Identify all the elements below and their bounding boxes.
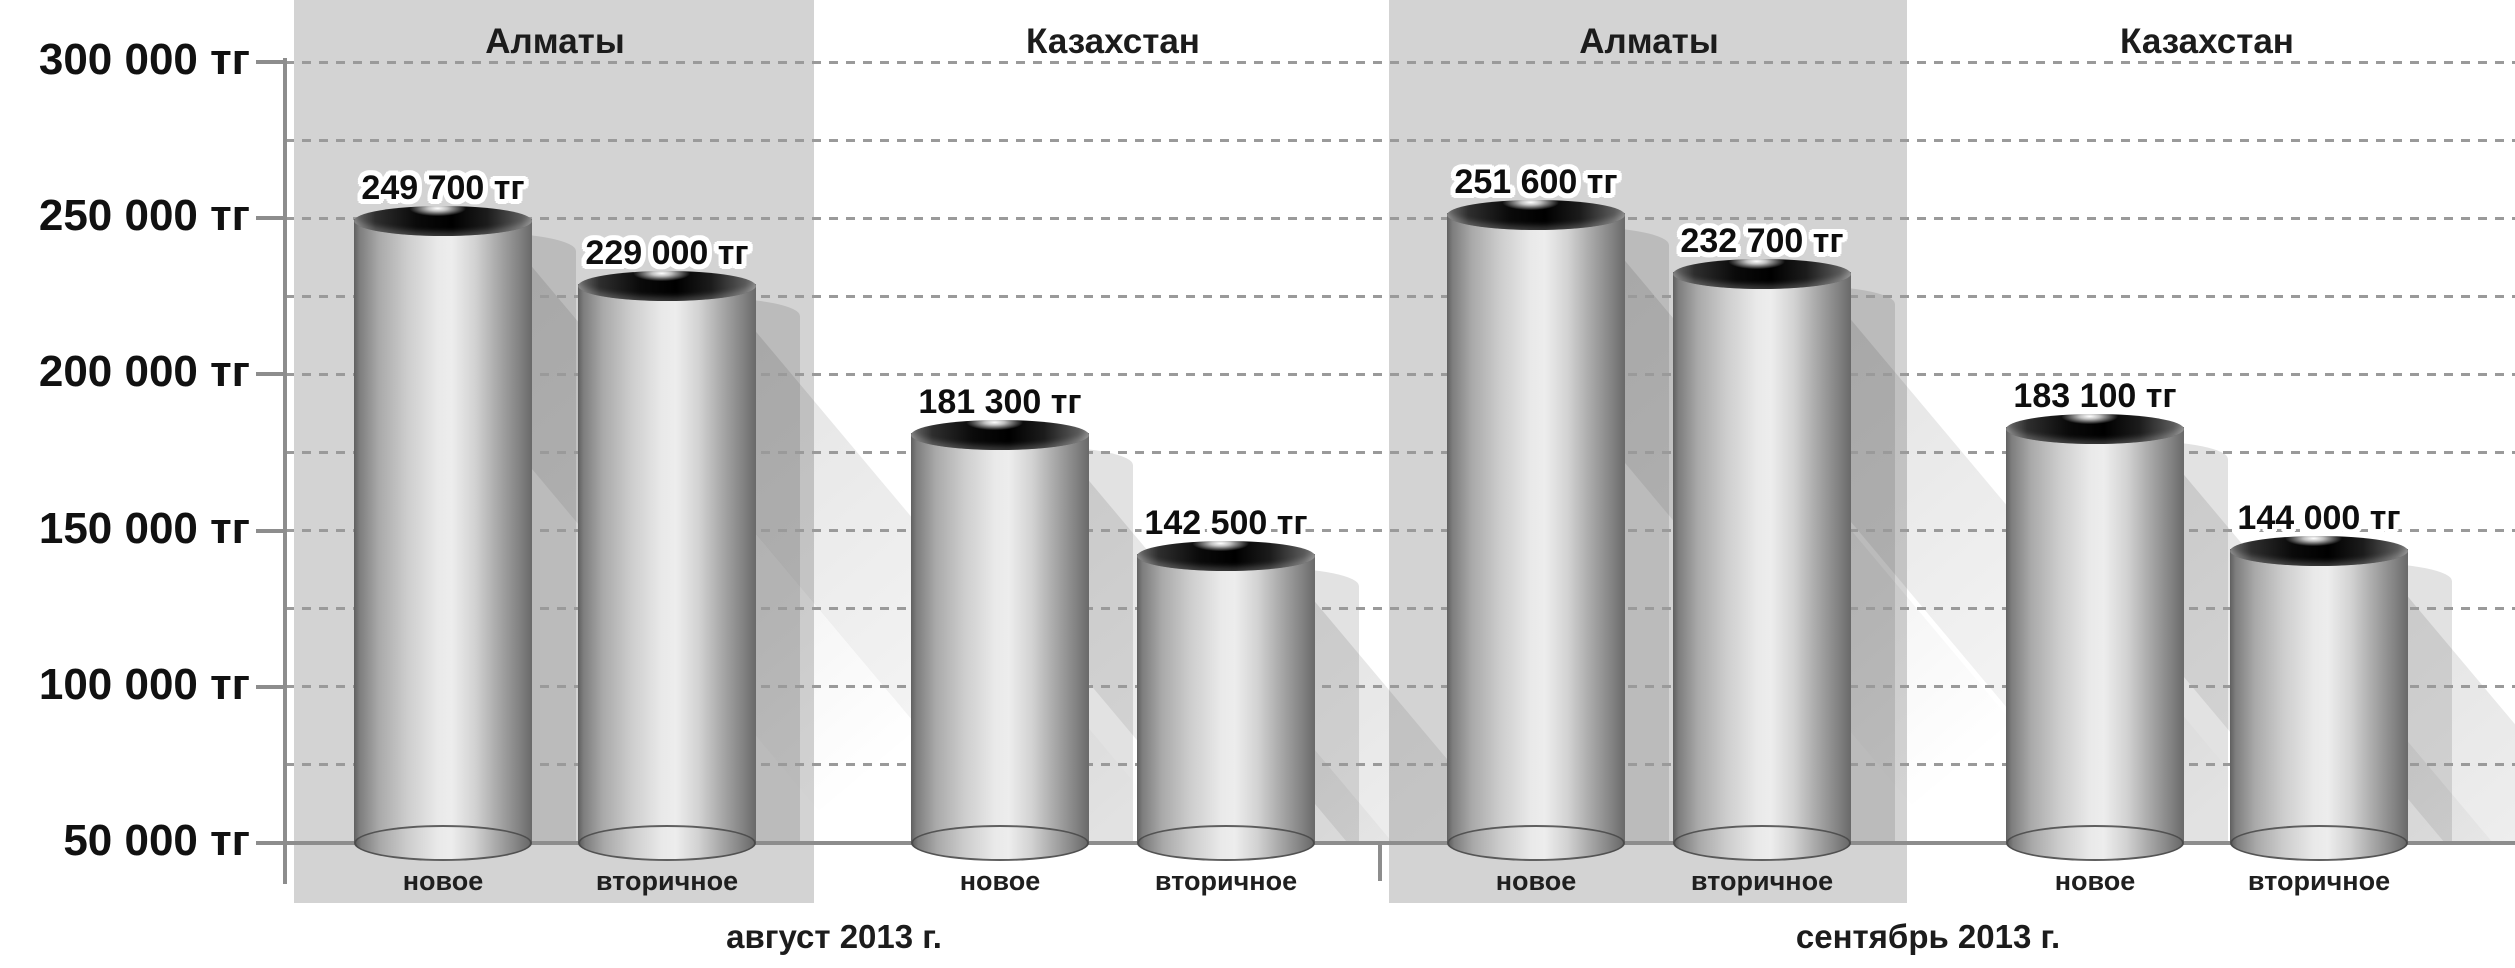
bar-cylinder-bottom-cap bbox=[2006, 825, 2184, 861]
bar-value-label: 251 600 тг bbox=[1454, 163, 1618, 202]
gridline bbox=[285, 372, 2515, 376]
gridline bbox=[285, 529, 2515, 533]
bar-cylinder-top-cap bbox=[1673, 259, 1851, 290]
gridline bbox=[285, 294, 2515, 298]
bar-cylinder-top-cap bbox=[354, 206, 532, 237]
bar-cylinder-top-cap bbox=[1137, 541, 1315, 572]
bar-cylinder-body bbox=[578, 283, 756, 843]
bar-category-label: новое bbox=[2054, 866, 2136, 896]
y-axis-label: 250 000 тг bbox=[38, 191, 250, 241]
subgroup-header: Алматы bbox=[485, 22, 625, 61]
y-axis-tick bbox=[256, 216, 286, 221]
month-divider-tick bbox=[1378, 843, 1382, 881]
bar-cylinder-body bbox=[911, 432, 1089, 843]
y-axis-line bbox=[283, 58, 287, 884]
gridline bbox=[285, 685, 2515, 689]
y-axis-tick bbox=[256, 528, 286, 533]
y-axis-label: 300 000 тг bbox=[38, 35, 250, 84]
bar-category-label: вторичное bbox=[2247, 866, 2391, 896]
y-axis-label: 150 000 тг bbox=[38, 503, 250, 553]
bar-cylinder-bottom-cap bbox=[1673, 825, 1851, 861]
bar-category-label: новое bbox=[959, 866, 1041, 896]
bar-cylinder-bottom-cap bbox=[578, 825, 756, 861]
gridline bbox=[285, 451, 2515, 454]
bar-category-label: вторичное bbox=[1154, 866, 1298, 896]
y-axis-tick bbox=[256, 60, 286, 64]
y-axis-tick bbox=[256, 372, 286, 377]
gridline bbox=[285, 763, 2515, 767]
y-axis-tick bbox=[256, 684, 286, 689]
x-axis-baseline bbox=[256, 841, 2515, 845]
bar-cylinder-top-cap bbox=[578, 270, 756, 301]
y-axis-label: 50 000 тг bbox=[63, 816, 250, 865]
gridline bbox=[285, 60, 2515, 64]
gridline bbox=[285, 138, 2515, 142]
bar-value-label: 142 500 тг bbox=[1144, 504, 1308, 543]
bar-cylinder-bottom-cap bbox=[911, 825, 1089, 861]
bar-cylinder-body bbox=[1137, 554, 1315, 843]
bar-cylinder-top-cap bbox=[1447, 200, 1625, 231]
bar-category-label: новое bbox=[402, 866, 484, 896]
bar-cylinder-body bbox=[2230, 549, 2408, 843]
y-axis-label: 100 000 тг bbox=[38, 659, 250, 709]
bar-value-label: 183 100 тг bbox=[2013, 377, 2177, 416]
bar-cylinder-top-cap bbox=[2006, 414, 2184, 445]
bar-value-label: 144 000 тг bbox=[2237, 499, 2401, 538]
y-axis-label: 200 000 тг bbox=[38, 347, 250, 397]
bar-cylinder-top-cap bbox=[2230, 536, 2408, 567]
bar-cylinder-body bbox=[354, 219, 532, 843]
gridline bbox=[285, 216, 2515, 220]
subgroup-header: Казахстан bbox=[2120, 22, 2294, 61]
bar-value-label: 181 300 тг bbox=[918, 382, 1082, 421]
bar-category-label: новое bbox=[1495, 866, 1577, 896]
bar-category-label: вторичное bbox=[595, 866, 739, 896]
month-label: август 2013 г. bbox=[726, 918, 942, 955]
bar-cylinder-top-cap bbox=[911, 419, 1089, 450]
gridline bbox=[285, 607, 2515, 611]
bar-value-label: 232 700 тг bbox=[1680, 222, 1844, 261]
bar-cylinder-bottom-cap bbox=[1137, 825, 1315, 861]
bar-cylinder-bottom-cap bbox=[2230, 825, 2408, 861]
month-label: сентябрь 2013 г. bbox=[1795, 918, 2061, 955]
bar-value-label: 229 000 тг bbox=[585, 233, 749, 272]
subgroup-header: Алматы bbox=[1579, 22, 1719, 61]
bar-value-label: 249 700 тг bbox=[361, 169, 525, 208]
bar-cylinder-bottom-cap bbox=[1447, 825, 1625, 861]
subgroup-header: Казахстан bbox=[1026, 22, 1200, 61]
bar-category-label: вторичное bbox=[1690, 866, 1834, 896]
bar-cylinder-body bbox=[2006, 427, 2184, 843]
bar-cylinder-body bbox=[1447, 213, 1625, 843]
bar-cylinder-body bbox=[1673, 272, 1851, 843]
bar-cylinder-bottom-cap bbox=[354, 825, 532, 861]
